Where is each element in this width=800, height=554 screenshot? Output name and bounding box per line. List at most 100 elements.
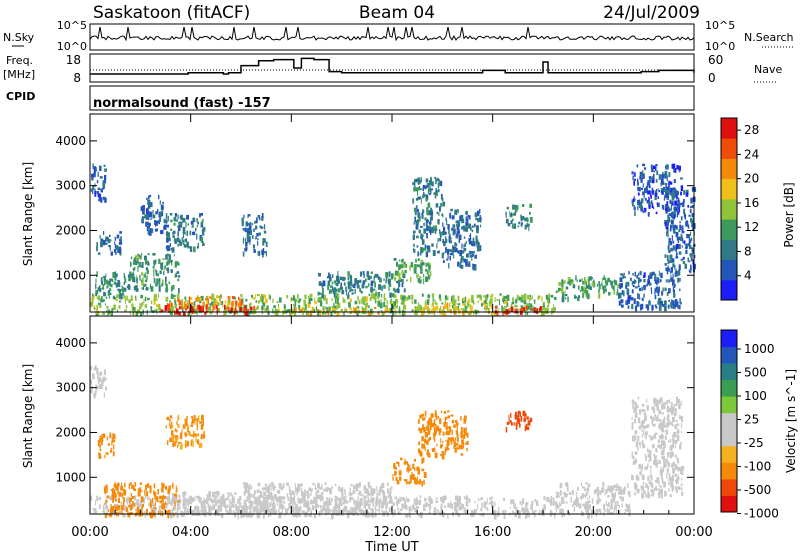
- heatmap-cell-3: [248, 514, 251, 518]
- heatmap-cell-0: [451, 295, 455, 299]
- heatmap-cell-12: [263, 224, 266, 230]
- heatmap-cell-9: [176, 444, 179, 448]
- heatmap-cell-9: [141, 262, 144, 268]
- heatmap-cell-13: [356, 284, 360, 289]
- heatmap-cell-0: [251, 294, 254, 298]
- heatmap-cell-15: [415, 197, 419, 201]
- heatmap-cell-6: [105, 273, 107, 277]
- heatmap-cell-2: [215, 499, 217, 504]
- heatmap-cell-5: [460, 426, 463, 433]
- heatmap-cell-11: [658, 482, 660, 486]
- heatmap-cell-3: [313, 496, 317, 503]
- heatmap-cell-4: [395, 461, 399, 464]
- heatmap-cell-14: [393, 258, 397, 261]
- heatmap-cell-1: [123, 500, 125, 506]
- heatmap-cell-7: [98, 452, 101, 455]
- heatmap-cell-0: [533, 512, 536, 518]
- heatmap-cell-3: [360, 509, 364, 515]
- heatmap-cell-9: [165, 268, 168, 271]
- heatmap-cell-5: [355, 307, 358, 311]
- heatmap-cell-21: [682, 256, 685, 260]
- velocity-colorbar-tick-label: -25: [744, 436, 764, 450]
- heatmap-cell-20: [668, 194, 670, 199]
- heatmap-cell-19: [657, 298, 661, 302]
- heatmap-cell-3: [367, 499, 369, 506]
- heatmap-cell-6: [98, 285, 101, 288]
- heatmap-cell-11: [674, 440, 678, 444]
- heatmap-cell-20: [646, 199, 650, 204]
- heatmap-cell-11: [677, 399, 681, 404]
- heatmap-cell-16: [443, 231, 447, 235]
- heatmap-cell-10: [618, 509, 621, 515]
- heatmap-cell-13: [322, 287, 324, 293]
- heatmap-cell-0: [363, 301, 365, 305]
- heatmap-cell-15: [415, 178, 418, 183]
- heatmap-cell-5: [421, 436, 424, 442]
- heatmap-cell-3: [271, 482, 274, 487]
- x-axis-label: Time UT: [364, 540, 418, 554]
- heatmap-cell-0: [546, 308, 549, 314]
- heatmap-cell-13: [388, 285, 390, 292]
- heatmap-cell-0: [506, 302, 509, 307]
- heatmap-cell-0: [211, 499, 215, 504]
- heatmap-cell-0: [441, 302, 444, 305]
- heatmap-cell-2: [228, 506, 232, 512]
- heatmap-cell-1: [178, 306, 181, 310]
- heatmap-cell-15: [429, 210, 432, 216]
- heatmap-cell-10: [576, 494, 578, 501]
- heatmap-cell-11: [640, 466, 643, 472]
- heatmap-cell-19: [675, 301, 678, 307]
- heatmap-cell-9: [171, 440, 175, 443]
- heatmap-cell-9: [140, 253, 143, 256]
- heatmap-cell-13: [351, 292, 354, 295]
- heatmap-cell-4: [403, 479, 407, 482]
- heatmap-cell-0: [135, 295, 137, 301]
- heatmap-cell-21: [690, 237, 693, 241]
- heatmap-cell-0: [409, 513, 411, 518]
- heatmap-cell-13: [347, 271, 350, 276]
- heatmap-cell-0: [291, 507, 294, 511]
- heatmap-cell-0: [377, 300, 380, 306]
- heatmap-cell-2: [182, 503, 185, 506]
- heatmap-cell-13: [360, 290, 363, 294]
- heatmap-cell-8: [110, 239, 112, 242]
- heatmap-cell-8: [103, 377, 105, 382]
- heatmap-cell-11: [665, 491, 667, 496]
- nsky-tick-bottom: 10^0: [57, 40, 87, 53]
- heatmap-cell-20: [662, 205, 665, 210]
- heatmap-cell-2: [206, 300, 209, 304]
- heatmap-cell-0: [363, 498, 365, 501]
- heatmap-cell-19: [663, 305, 667, 312]
- heatmap-cell-3: [260, 501, 264, 507]
- heatmap-cell-7: [97, 194, 101, 198]
- heatmap-cell-13: [333, 287, 337, 292]
- heatmap-cell-5: [355, 309, 358, 313]
- heatmap-cell-11: [654, 432, 658, 435]
- heatmap-cell-13: [352, 284, 355, 287]
- heatmap-cell-5: [447, 437, 450, 443]
- heatmap-cell-0: [326, 505, 329, 509]
- heatmap-cell-2: [193, 496, 195, 500]
- heatmap-cell-0: [143, 511, 146, 514]
- heatmap-cell-0: [458, 506, 460, 510]
- heatmap-cell-16: [465, 259, 468, 264]
- heatmap-cell-12: [248, 225, 252, 231]
- heatmap-cell-0: [118, 305, 121, 309]
- heatmap-cell-1: [105, 484, 108, 490]
- heatmap-cell-15: [439, 231, 442, 236]
- heatmap-cell-3: [274, 509, 277, 515]
- heatmap-cell-11: [660, 440, 664, 446]
- heatmap-cell-13: [359, 279, 362, 283]
- heatmap-cell-13: [354, 288, 356, 294]
- heatmap-cell-9: [198, 415, 200, 422]
- heatmap-cell-3: [289, 505, 292, 509]
- heatmap-cell-10: [575, 497, 579, 503]
- heatmap-cell-3: [298, 487, 301, 492]
- heatmap-cell-1: [129, 500, 131, 504]
- heatmap-cell-3: [304, 502, 307, 508]
- heatmap-cell-21: [689, 245, 692, 249]
- heatmap-cell-16: [443, 252, 445, 255]
- heatmap-cell-3: [244, 503, 247, 509]
- heatmap-cell-3: [375, 513, 377, 517]
- heatmap-cell-12: [258, 217, 261, 220]
